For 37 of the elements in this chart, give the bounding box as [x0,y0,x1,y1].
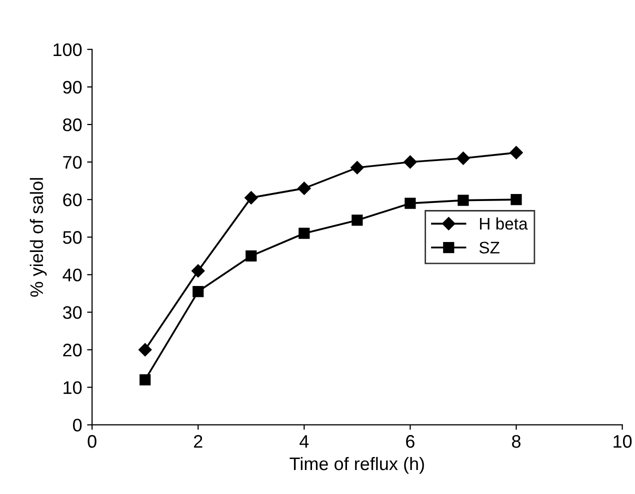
y-tick-label: 40 [62,268,82,282]
x-axis-title: Time of reflux (h) [290,456,424,474]
point [244,191,258,204]
point [404,155,417,169]
point [458,194,469,206]
point [350,161,364,174]
y-tick-label: 90 [63,80,82,94]
x-tick-label: 0 [88,435,96,448]
legend-label: SZ [479,242,500,254]
y-tick-label: 30 [62,306,82,319]
y-tick-label: 80 [63,118,82,132]
y-tick-label: 60 [63,194,82,206]
x-tick-label: 6 [406,435,414,448]
y-tick-label: 70 [63,156,82,169]
point [456,152,470,165]
y-tick-label: 100 [54,43,82,56]
point [510,194,522,206]
point [192,264,205,278]
point [510,146,523,160]
y-tick-label: 20 [63,344,82,356]
y-tick-label: 50 [62,231,82,244]
y-tick-label: 10 [64,381,82,394]
point [352,214,363,226]
point [140,374,151,386]
x-tick-label: 10 [614,435,632,448]
point [404,198,416,209]
y-axis-title: % yield of salol [30,178,47,297]
x-tick-label: 8 [512,435,520,448]
point [298,182,311,195]
point [246,250,257,262]
x-tick-label: 4 [300,435,309,448]
point [192,286,204,298]
point [138,343,152,356]
legend-label: H beta [480,217,528,230]
x-tick-label: 2 [194,435,202,448]
y-tick-label: 0 [73,418,82,432]
point [298,228,310,239]
